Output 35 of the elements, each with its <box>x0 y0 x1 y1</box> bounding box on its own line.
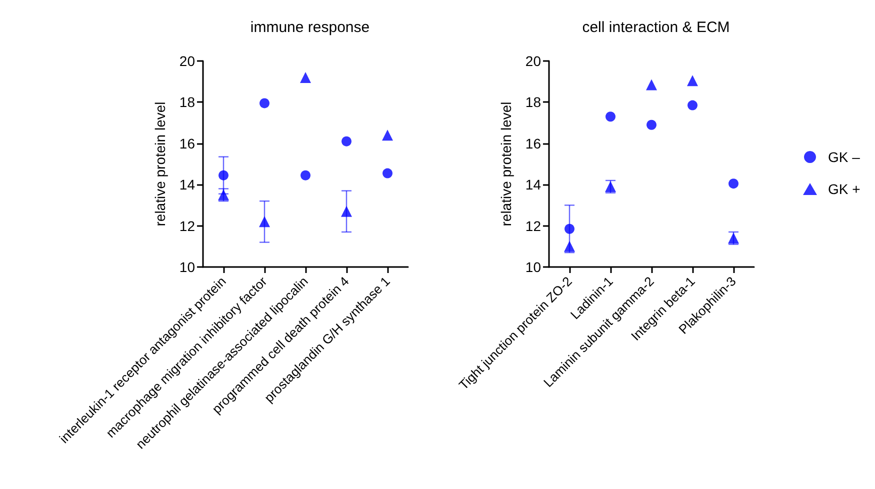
y-tick-label: 12 <box>179 218 196 234</box>
y-tick-label: 18 <box>179 94 196 110</box>
y-tick-label: 10 <box>179 259 196 275</box>
y-tick-label: 16 <box>179 135 196 152</box>
point <box>646 120 656 130</box>
point <box>688 100 698 110</box>
y-axis-title: relative protein level <box>498 102 514 226</box>
point <box>300 170 310 180</box>
point <box>564 240 575 252</box>
legend-label: GK + <box>828 181 860 197</box>
legend-label: GK – <box>828 149 860 165</box>
point <box>300 72 311 83</box>
y-tick-label: 16 <box>525 135 542 152</box>
point <box>564 224 574 234</box>
y-tick-label: 12 <box>525 218 542 234</box>
chart-title: immune response <box>250 19 370 36</box>
y-tick-label: 14 <box>525 176 542 193</box>
point <box>728 178 738 189</box>
point <box>382 168 392 178</box>
y-tick-label: 18 <box>525 94 542 110</box>
point <box>259 216 270 228</box>
point <box>260 98 270 108</box>
chart-title: cell interaction & ECM <box>582 19 730 36</box>
point <box>687 75 698 86</box>
y-tick-label: 20 <box>525 53 542 69</box>
point <box>606 112 616 122</box>
point <box>341 206 352 217</box>
point <box>646 79 657 90</box>
y-tick-label: 10 <box>525 259 542 275</box>
y-tick-label: 14 <box>179 176 196 193</box>
y-tick-label: 20 <box>179 53 196 69</box>
point <box>342 136 352 146</box>
y-axis-title: relative protein level <box>152 102 168 226</box>
point <box>382 130 393 141</box>
point <box>218 170 228 180</box>
